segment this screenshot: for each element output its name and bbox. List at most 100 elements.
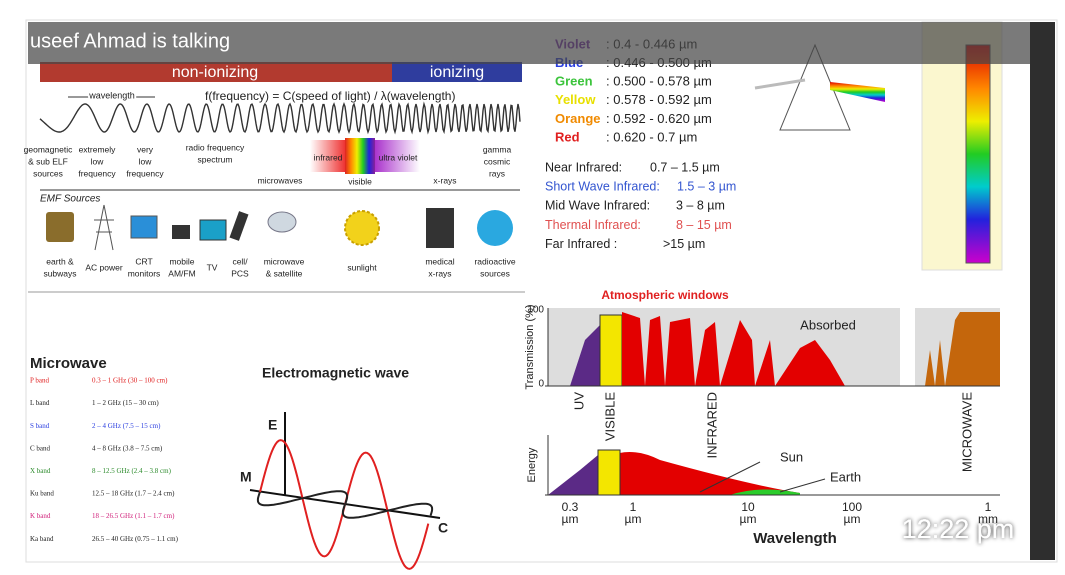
sun-uv	[548, 455, 598, 495]
band-name: S band	[30, 422, 50, 430]
region-label: INFRARED	[704, 392, 719, 458]
band-label: low	[91, 156, 105, 166]
ionizing-label: ionizing	[430, 64, 484, 81]
wave	[39, 101, 521, 135]
icon	[267, 211, 297, 233]
y-label: Transmission (%)	[524, 304, 536, 389]
source-label: AM/FM	[168, 268, 195, 278]
source-label: mobile	[169, 256, 194, 266]
color-name: Red	[555, 129, 580, 144]
band-label: very	[137, 144, 154, 154]
icon	[199, 219, 227, 241]
ir-name: Far Infrared :	[545, 237, 617, 251]
sun-visible	[597, 449, 621, 496]
source-label: radioactive	[474, 256, 515, 266]
source-label: cell/	[232, 256, 248, 266]
ir-range: 1.5 – 3 µm	[677, 179, 736, 193]
source-label: monitors	[128, 268, 161, 278]
x-tick-label: µm	[625, 512, 642, 526]
band-name: L band	[30, 399, 50, 407]
non-ionizing-bar	[40, 62, 392, 82]
texts: geomagnetic & sub ELF sources extremely low f…	[24, 36, 998, 547]
source-label: sources	[480, 268, 510, 278]
m-label: M	[240, 469, 252, 485]
source-label: PCS	[231, 268, 249, 278]
ir-name: Mid Wave Infrared:	[545, 199, 650, 213]
x-tick-label: mm	[978, 512, 998, 526]
band-label: frequency	[78, 168, 116, 178]
x-tick-label: 100	[842, 500, 862, 514]
band-label: extremely	[79, 144, 117, 154]
x-label: Wavelength	[753, 530, 837, 547]
ir-name: Thermal Infrared:	[545, 218, 641, 232]
band-range: 18 – 26.5 GHz (1.1 – 1.7 cm)	[92, 512, 175, 520]
emf-sources: EMF Sources	[40, 194, 100, 205]
x-tick-label: 1	[630, 500, 637, 514]
m-field	[256, 490, 434, 519]
color-range: : 0.592 - 0.620 µm	[606, 111, 712, 126]
color-range: : 0.578 - 0.592 µm	[606, 92, 712, 107]
x-tick-label: 1	[985, 500, 992, 514]
ir-name: Near Infrared:	[545, 160, 622, 174]
source-label: x-rays	[428, 268, 451, 278]
icon	[172, 225, 190, 239]
earth-label: Earth	[830, 469, 861, 484]
icon	[229, 211, 249, 241]
band-name: K band	[30, 512, 51, 520]
band-range: 4 – 8 GHz (3.8 – 7.5 cm)	[92, 444, 163, 452]
band-name: P band	[30, 377, 49, 385]
source-label: microwave	[264, 256, 305, 266]
uv-window	[570, 325, 600, 386]
speaker-label: useef Ahmad is talking	[30, 30, 230, 52]
color-name: Yellow	[555, 92, 596, 107]
band-label: visible	[348, 176, 372, 186]
band-range: 26.5 – 40 GHz (0.75 – 1.1 cm)	[92, 535, 179, 543]
source-label: earth &	[46, 256, 74, 266]
icon	[46, 212, 74, 242]
visible-strip	[345, 138, 375, 174]
earth-pointer	[779, 478, 826, 493]
vertical-spectrum	[965, 44, 991, 264]
icon	[477, 210, 513, 246]
source-label: medical	[425, 256, 454, 266]
energy-label: Energy	[526, 447, 538, 482]
band-name: X band	[30, 467, 51, 475]
icon	[130, 215, 158, 239]
band-label: radio frequency	[186, 142, 245, 152]
light-ray	[754, 78, 806, 90]
band-label: rays	[489, 168, 505, 178]
icon	[344, 210, 380, 246]
band-label: spectrum	[198, 154, 233, 164]
x-tick-label: 0.3	[562, 500, 579, 514]
band-range: 12.5 – 18 GHz (1.7 – 2.4 cm)	[92, 490, 175, 498]
source-label: AC power	[85, 262, 122, 272]
sun-label: Sun	[780, 449, 803, 464]
ir-range: 0.7 – 1.5 µm	[650, 160, 720, 174]
band-name: C band	[30, 444, 51, 452]
x-tick-label: µm	[740, 512, 757, 526]
band-label: microwaves	[258, 175, 303, 185]
formula: f(frequency) = C(speed of light) / λ(wav…	[205, 89, 455, 103]
source-label: subways	[43, 268, 76, 278]
chart-title: Atmospheric windows	[601, 288, 729, 302]
uv-strip	[375, 140, 420, 172]
band-label: low	[139, 156, 153, 166]
band-label: geomagnetic	[24, 144, 73, 154]
ir-windows	[622, 312, 845, 386]
absorbed-label: Absorbed	[800, 317, 856, 332]
band-label: frequency	[126, 168, 164, 178]
icon	[426, 208, 454, 248]
band-label: sources	[33, 168, 63, 178]
wavelength-label: wavelength	[88, 90, 135, 100]
region-label: MICROWAVE	[959, 392, 974, 472]
region-label: UV	[571, 392, 586, 410]
source-icons	[46, 204, 513, 251]
color-range: : 0.500 - 0.578 µm	[606, 74, 712, 89]
x-tick-label: µm	[562, 512, 579, 526]
y-bottom: 0	[538, 379, 544, 390]
band-range: 8 – 12.5 GHz (2.4 – 3.8 cm)	[92, 467, 172, 475]
icon	[94, 204, 114, 251]
